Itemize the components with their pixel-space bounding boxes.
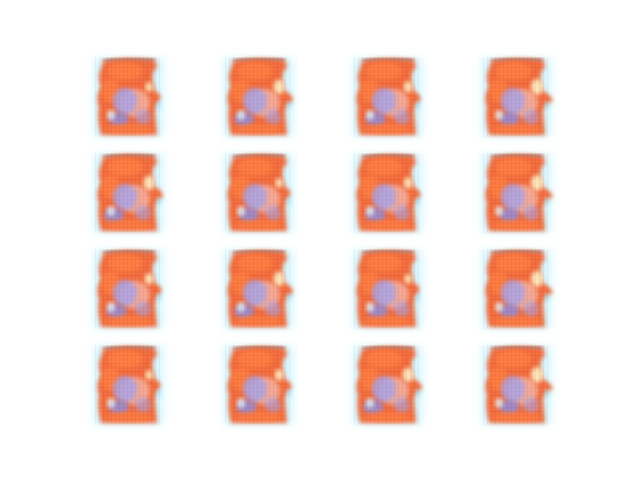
- sample-tile: [481, 248, 553, 329]
- sample-tile: [223, 56, 295, 137]
- sample-tile: [223, 152, 295, 233]
- sample-tile: [481, 56, 553, 137]
- sample-tile: [93, 344, 165, 425]
- sample-tile: [223, 248, 295, 329]
- sample-tile: [93, 248, 165, 329]
- sample-tile: [481, 152, 553, 233]
- sample-tile: [223, 344, 295, 425]
- sample-tile: [352, 248, 424, 329]
- sample-tile: [352, 152, 424, 233]
- sample-tile: [352, 56, 424, 137]
- sample-tile: [93, 152, 165, 233]
- sample-tile: [481, 344, 553, 425]
- sample-tile: [352, 344, 424, 425]
- sample-tile: [93, 56, 165, 137]
